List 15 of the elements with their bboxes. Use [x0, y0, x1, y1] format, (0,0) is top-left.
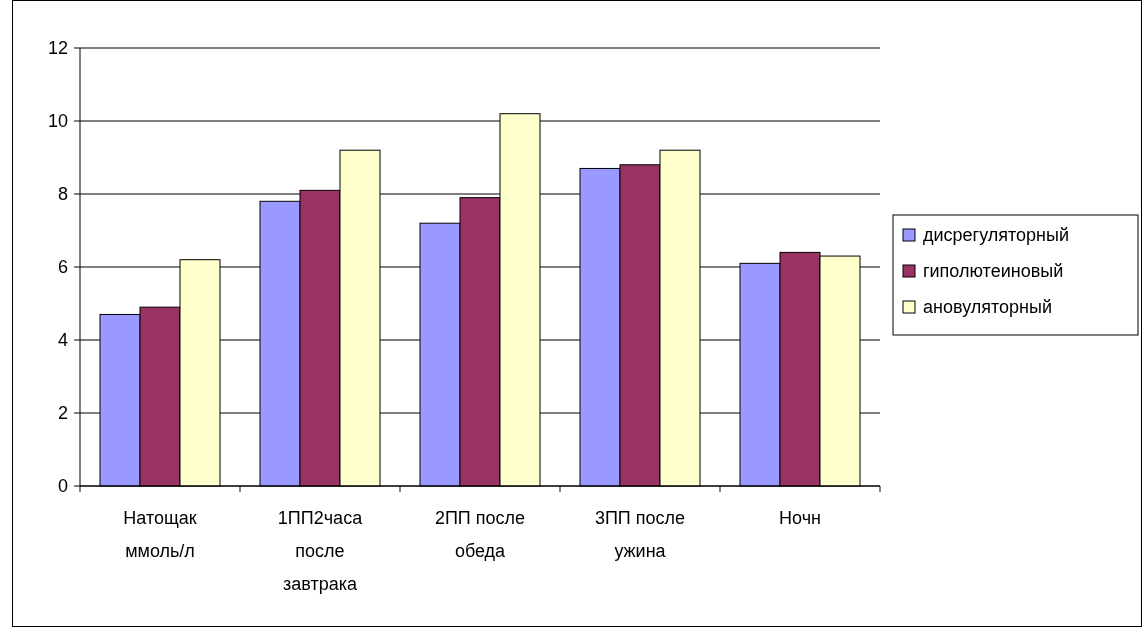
y-tick-label: 4: [57, 330, 68, 351]
y-tick-label: 12: [47, 38, 68, 59]
x-tick-label: 3ПП после ужина: [594, 508, 686, 561]
x-tick-label: Ночн: [779, 508, 821, 528]
legend-label: ановуляторный: [923, 297, 1052, 318]
y-tick-label: 6: [57, 257, 68, 278]
legend-label: дисрегуляторный: [923, 225, 1069, 246]
x-tick-label: 2ПП после обеда: [434, 508, 526, 561]
x-tick-label: 1ПП2часа после завтрака: [277, 508, 364, 594]
legend-label: гиполютеиновый: [923, 261, 1064, 282]
y-tick-label: 2: [57, 403, 68, 424]
y-tick-label: 10: [47, 111, 68, 132]
x-tick-label: Натощак ммоль/л: [123, 508, 197, 561]
y-tick-label: 8: [57, 184, 68, 205]
y-tick-label: 0: [57, 476, 68, 497]
